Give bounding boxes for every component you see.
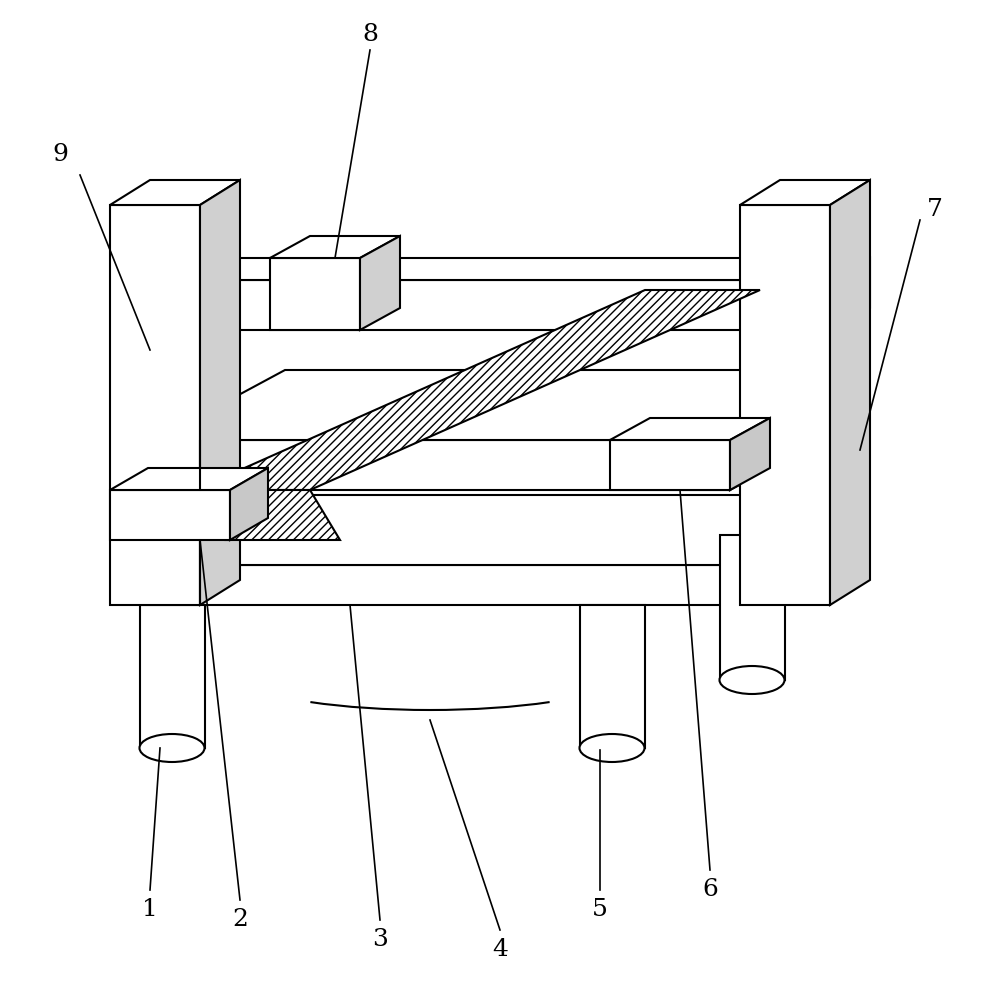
Text: 3: 3	[372, 928, 388, 951]
Polygon shape	[270, 258, 360, 330]
Polygon shape	[110, 180, 240, 205]
Text: 4: 4	[492, 938, 508, 961]
Text: 5: 5	[592, 898, 608, 921]
Polygon shape	[200, 258, 870, 280]
Text: 1: 1	[142, 898, 158, 921]
Polygon shape	[610, 418, 770, 440]
Polygon shape	[830, 180, 870, 605]
Polygon shape	[155, 565, 730, 605]
Polygon shape	[155, 370, 860, 440]
Text: 2: 2	[232, 908, 248, 931]
Polygon shape	[110, 205, 200, 605]
Ellipse shape	[140, 734, 205, 762]
Polygon shape	[610, 440, 730, 490]
Polygon shape	[720, 535, 785, 680]
Polygon shape	[200, 280, 830, 330]
Ellipse shape	[580, 734, 644, 762]
Polygon shape	[195, 490, 340, 540]
Polygon shape	[360, 236, 400, 330]
Polygon shape	[580, 605, 645, 748]
Polygon shape	[155, 440, 730, 490]
Polygon shape	[830, 258, 870, 330]
Text: 7: 7	[927, 198, 943, 221]
Polygon shape	[200, 180, 240, 605]
Polygon shape	[110, 490, 230, 540]
Polygon shape	[195, 290, 760, 490]
Polygon shape	[730, 418, 770, 490]
Polygon shape	[110, 468, 268, 490]
Polygon shape	[740, 180, 870, 205]
Polygon shape	[730, 370, 860, 490]
Polygon shape	[230, 468, 268, 540]
Text: 8: 8	[362, 24, 378, 47]
Polygon shape	[140, 605, 205, 748]
Text: 9: 9	[52, 144, 68, 166]
Polygon shape	[730, 495, 860, 605]
Ellipse shape	[720, 666, 784, 694]
Polygon shape	[155, 495, 860, 565]
Polygon shape	[270, 236, 400, 258]
Polygon shape	[740, 205, 830, 605]
Text: 6: 6	[702, 878, 718, 901]
